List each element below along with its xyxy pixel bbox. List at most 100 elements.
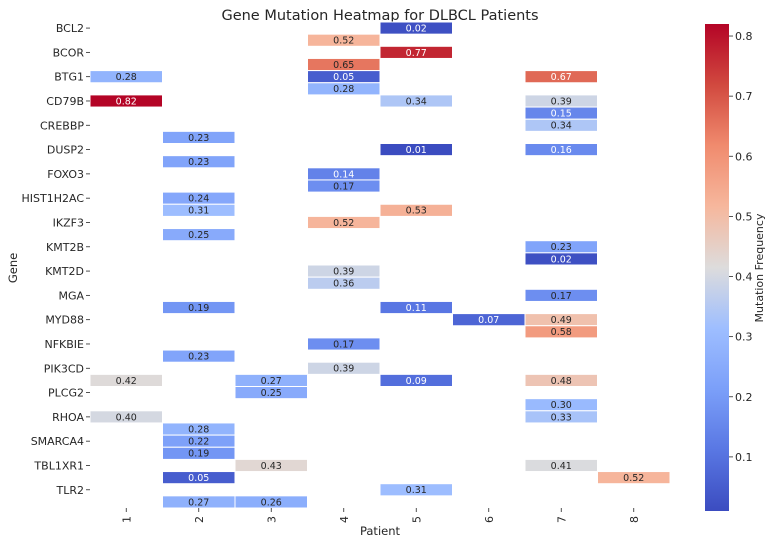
heatmap-cell (234, 458, 308, 473)
heatmap-cell (307, 276, 381, 290)
colorbar-tick-label: 0.7 (735, 90, 753, 103)
heatmap-cell (379, 143, 453, 157)
heatmap-cell (307, 361, 381, 375)
heatmap-cell (597, 471, 671, 485)
y-tick-label: DUSP2 (47, 144, 84, 157)
y-tick-label: PLCG2 (48, 387, 84, 400)
heatmap-cell (524, 458, 598, 473)
cell-value-label: 0.65 (333, 60, 354, 71)
cell-value-label: 0.14 (333, 169, 354, 180)
heatmap-cell (162, 349, 236, 363)
colorbar-tick-label: 0.8 (735, 30, 753, 43)
x-tick-label: 2 (193, 516, 206, 523)
colorbar-tick-label: 0.5 (735, 210, 753, 223)
cell-value-label: 0.25 (261, 388, 282, 399)
cell-value-label: 0.43 (261, 461, 282, 472)
cell-value-label: 0.40 (116, 412, 137, 423)
cell-value-label: 0.82 (116, 96, 137, 107)
cell-value-label: 0.36 (333, 279, 354, 290)
heatmap-cell (162, 155, 236, 169)
heatmap-cell (307, 215, 381, 230)
y-tick-label: TLR2 (56, 484, 85, 497)
heatmap-cell (524, 373, 598, 388)
cell-value-label: 0.34 (406, 96, 427, 107)
y-tick-label: RHOA (52, 411, 84, 424)
cell-value-label: 0.09 (406, 376, 427, 387)
cell-value-label: 0.19 (188, 449, 209, 460)
cell-value-label: 0.25 (188, 230, 209, 241)
cell-value-label: 0.48 (551, 376, 572, 387)
cell-value-label: 0.39 (333, 364, 354, 375)
cell-value-label: 0.02 (551, 254, 572, 265)
heatmap-cell (162, 446, 236, 460)
cell-value-label: 0.23 (188, 133, 209, 144)
x-tick-labels: 1 2 3 4 5 6 7 8 (120, 508, 641, 523)
cell-value-label: 0.19 (188, 303, 209, 314)
cell-value-label: 0.17 (333, 339, 354, 350)
colorbar-tick-label: 0.2 (735, 391, 753, 404)
y-tick-label: KMT2D (45, 265, 84, 278)
colorbar-ticks: 0.1 0.2 0.3 0.4 0.5 0.6 0.7 0.8 (729, 30, 753, 464)
cell-value-label: 0.41 (551, 461, 572, 472)
heatmap-cell (307, 337, 381, 351)
cell-value-label: 0.28 (333, 84, 354, 95)
heatmap-cell (524, 70, 598, 84)
y-tick-labels: BCL2 BCOR BTG1 CD79B CREBBP DUSP2 FOXO3 HIST1H2… (22, 22, 90, 497)
y-tick-label: PIK3CD (44, 362, 84, 375)
heatmap-cell (162, 228, 236, 242)
heatmap-cell (524, 325, 598, 339)
y-tick-label: TBL1XR1 (33, 459, 84, 472)
heatmap-cell (379, 45, 453, 59)
colorbar-tick-label: 0.4 (735, 271, 753, 284)
cell-value-label: 0.05 (333, 72, 354, 83)
heatmap-cell (89, 373, 163, 388)
cell-value-label: 0.58 (551, 327, 572, 338)
heatmap-cell (524, 143, 598, 157)
heatmap-cells: 0.020.520.770.650.28 0.05 0.670.280.82 0.34… (89, 21, 671, 509)
heatmap-cell (524, 118, 598, 132)
cell-value-label: 0.30 (551, 400, 572, 411)
cell-value-label: 0.28 (188, 424, 209, 435)
cell-value-label: 0.49 (551, 315, 572, 326)
y-tick-label: CD79B (46, 95, 84, 108)
heatmap-cell (379, 94, 453, 108)
cell-value-label: 0.23 (188, 352, 209, 363)
y-tick-label: NFKBIE (44, 338, 84, 351)
cell-value-label: 0.17 (333, 181, 354, 192)
cell-value-label: 0.07 (478, 315, 499, 326)
cell-value-label: 0.22 (188, 437, 209, 448)
cell-value-label: 0.26 (261, 497, 282, 508)
cell-value-label: 0.28 (116, 72, 137, 83)
heatmap-cell (379, 373, 453, 388)
cell-value-label: 0.27 (261, 376, 282, 387)
y-tick-label: MGA (58, 289, 84, 302)
heatmap-cell (524, 410, 598, 424)
cell-value-label: 0.05 (188, 473, 209, 484)
cell-value-label: 0.77 (406, 48, 427, 59)
x-tick-label: 8 (628, 516, 641, 523)
chart-title: Gene Mutation Heatmap for DLBCL Patients (221, 8, 538, 24)
cell-value-label: 0.16 (551, 145, 572, 156)
cell-value-label: 0.39 (333, 266, 354, 277)
y-axis-label: Gene (6, 253, 20, 283)
x-tick-label: 5 (410, 516, 423, 523)
cell-value-label: 0.27 (188, 497, 209, 508)
cell-value-label: 0.31 (188, 206, 209, 217)
cell-value-label: 0.52 (333, 36, 354, 47)
y-tick-label: MYD88 (45, 314, 84, 327)
x-axis-label: Patient (360, 524, 401, 538)
cell-value-label: 0.23 (188, 157, 209, 168)
heatmap-cell (162, 203, 236, 217)
cell-value-label: 0.42 (116, 376, 137, 387)
cell-value-label: 0.67 (551, 72, 572, 83)
cell-value-label: 0.33 (551, 412, 572, 423)
cell-value-label: 0.31 (406, 485, 427, 496)
heatmap-cell (307, 179, 381, 193)
heatmap-cell (162, 300, 236, 315)
colorbar-tick-label: 0.1 (735, 451, 753, 464)
y-tick-label: KMT2B (46, 241, 84, 254)
colorbar-label: Mutation Frequency (753, 213, 766, 322)
heatmap-cell (307, 33, 381, 47)
cell-value-label: 0.23 (551, 242, 572, 253)
y-tick-label: BTG1 (54, 71, 84, 84)
